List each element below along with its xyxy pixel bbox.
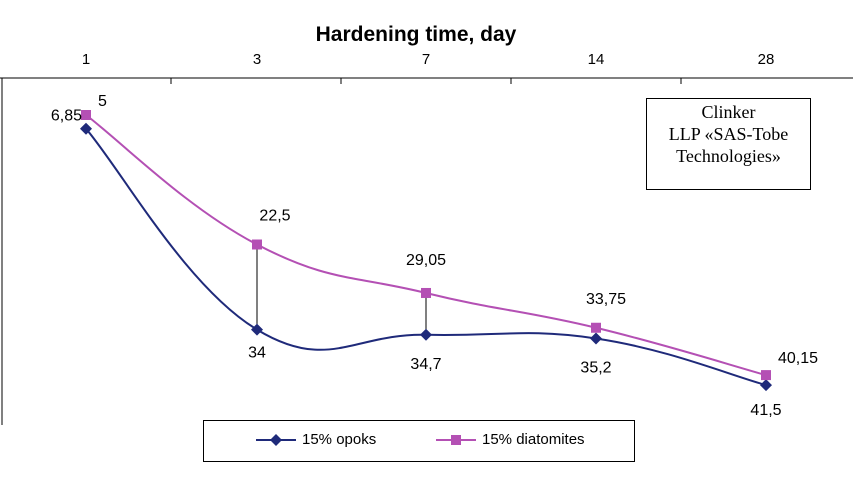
legend-label-opoks: 15% opoks xyxy=(302,431,377,448)
legend-swatch-opoks xyxy=(256,433,296,447)
point-s1-28 xyxy=(761,370,771,381)
point-s1-14 xyxy=(591,322,601,333)
point-s0-14 xyxy=(590,332,602,345)
data-label-s1-3: 22,5 xyxy=(259,208,290,225)
point-s1-1 xyxy=(81,110,91,120)
legend-label-diatomites: 15% diatomites xyxy=(482,431,585,448)
chart-title: Hardening time, day xyxy=(316,23,517,46)
point-s1-7 xyxy=(421,287,431,298)
point-s0-28 xyxy=(760,379,772,392)
x-tick-label-28: 28 xyxy=(758,51,775,68)
data-label-s0-1: 6,85 xyxy=(51,108,82,125)
x-tick-label-3: 3 xyxy=(253,51,261,68)
data-label-s1-1: 5 xyxy=(98,93,107,110)
legend-item-diatomites: 15% diatomites xyxy=(436,431,585,448)
data-label-s0-3: 34 xyxy=(248,345,266,362)
legend: 15% opoks 15% diatomites xyxy=(203,420,635,462)
data-label-s0-28: 41,5 xyxy=(750,402,781,419)
annotation-line-3: Technologies» xyxy=(676,146,781,166)
point-s0-7 xyxy=(420,328,432,341)
annotation-line-1: Clinker xyxy=(701,102,756,122)
data-label-s0-7: 34,7 xyxy=(410,356,441,373)
x-tick-label-1: 1 xyxy=(82,51,90,68)
x-tick-label-14: 14 xyxy=(588,51,605,68)
x-tick-label-7: 7 xyxy=(422,51,430,68)
legend-swatch-diatomites xyxy=(436,433,476,447)
data-label-s1-14: 33,75 xyxy=(586,291,626,308)
data-label-s1-7: 29,05 xyxy=(406,252,446,269)
point-s1-3 xyxy=(252,239,262,250)
point-s0-1 xyxy=(80,122,92,135)
legend-item-opoks: 15% opoks xyxy=(256,431,376,448)
point-s0-3 xyxy=(251,323,263,336)
data-label-s0-14: 35,2 xyxy=(580,359,611,376)
annotation-line-2: LLP «SAS-Tobe xyxy=(668,124,789,144)
series-line-0 xyxy=(85,128,767,387)
annotation-box: Clinker LLP «SAS-Tobe Technologies» xyxy=(646,98,811,190)
data-label-s1-28: 40,15 xyxy=(778,350,818,367)
